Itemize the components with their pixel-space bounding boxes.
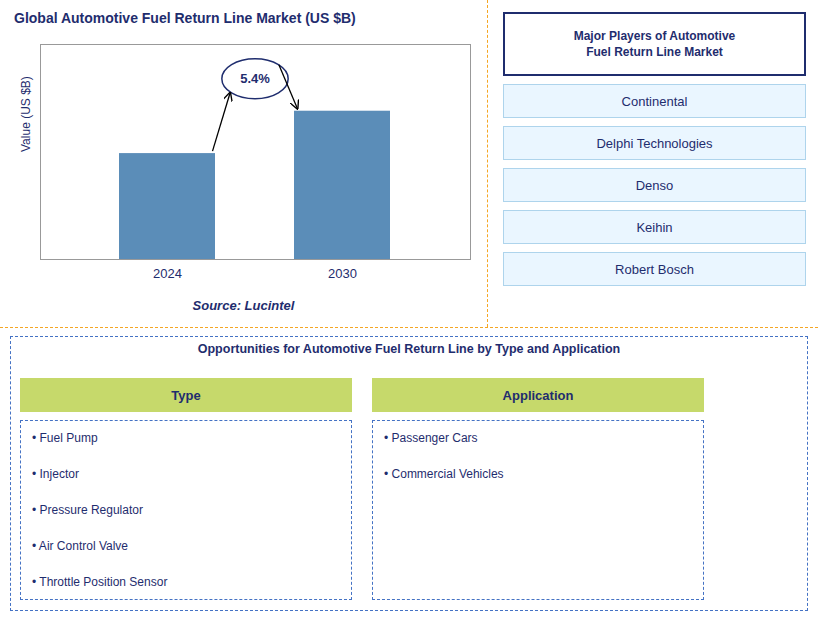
html-text:• Fuel Pump: • Fuel Pump xyxy=(32,431,98,445)
svg-text:5.4%: 5.4% xyxy=(240,71,270,86)
svg-text:2030: 2030 xyxy=(328,266,357,281)
html-text:Source: Lucintel: Source: Lucintel xyxy=(192,298,295,313)
svg-text:2024: 2024 xyxy=(153,266,182,281)
html-text:Type: Type xyxy=(171,387,201,403)
html-text:• Air Control Valve: • Air Control Valve xyxy=(32,539,128,553)
html-text:• Throttle Position Sensor: • Throttle Position Sensor xyxy=(32,575,168,589)
svg-text:Value (US $B): Value (US $B) xyxy=(19,76,33,152)
html-text:Continental: Continental xyxy=(621,93,688,109)
html-text:• Injector: • Injector xyxy=(32,467,79,481)
html-text:Global Automotive Fuel Return: Global Automotive Fuel Return Line Marke… xyxy=(14,10,356,26)
html-text:Opportunities for Automotive F: Opportunities for Automotive Fuel Return… xyxy=(197,342,621,356)
html-text:• Commercial Vehicles: • Commercial Vehicles xyxy=(384,467,504,481)
html-text:• Pressure Regulator: • Pressure Regulator xyxy=(32,503,143,517)
html-text:Robert Bosch: Robert Bosch xyxy=(615,261,694,277)
html-text:• Passenger Cars: • Passenger Cars xyxy=(384,431,478,445)
html-text:Delphi Technologies: Delphi Technologies xyxy=(596,135,713,151)
html-text:Application: Application xyxy=(502,387,574,403)
html-text:Denso: Denso xyxy=(635,177,674,193)
html-text:Keihin: Keihin xyxy=(636,219,673,235)
html-text:Major Players of Automotive Fu: Major Players of Automotive Fuel Return … xyxy=(573,28,736,59)
